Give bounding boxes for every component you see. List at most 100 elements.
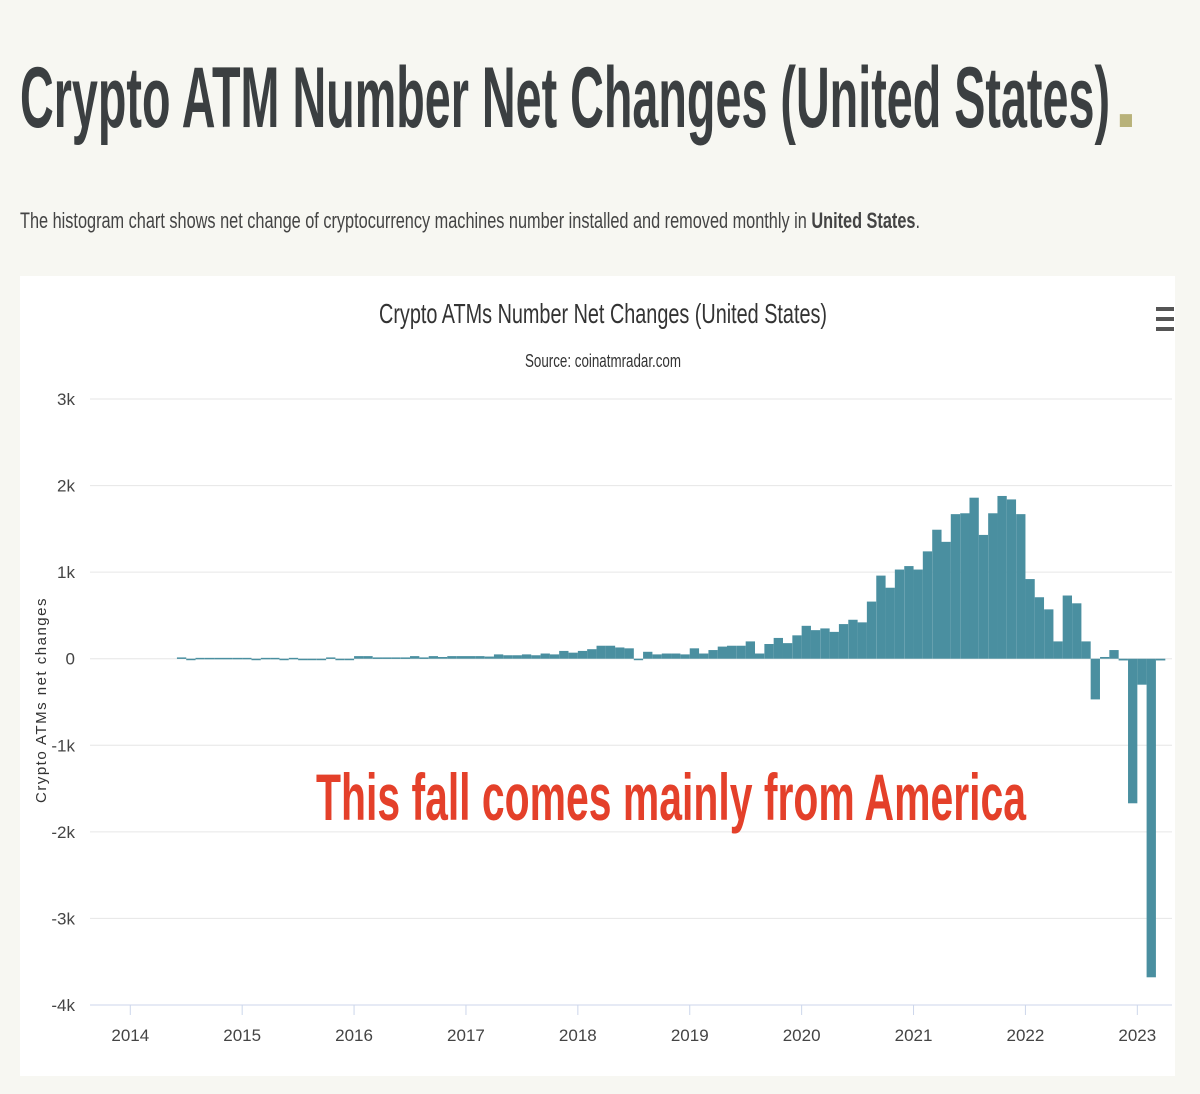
- menu-bar[interactable]: [1156, 317, 1174, 321]
- bar: [876, 575, 886, 659]
- page-subtitle: The histogram chart shows net change of …: [20, 208, 920, 233]
- bar: [941, 541, 951, 659]
- bar: [531, 655, 541, 659]
- bar: [410, 656, 420, 659]
- bar: [699, 653, 709, 659]
- bar: [493, 654, 504, 659]
- chart-card: [20, 276, 1175, 1076]
- bar: [577, 650, 588, 659]
- page-title: Crypto ATM Number Net Changes (United St…: [20, 50, 1110, 146]
- bar: [270, 657, 280, 660]
- y-tick-label: -1k: [51, 736, 75, 755]
- bar: [1081, 641, 1091, 659]
- y-tick-label: 1k: [57, 563, 75, 582]
- bar: [904, 566, 914, 659]
- bar: [1006, 499, 1017, 659]
- bar: [932, 529, 942, 659]
- bar: [587, 649, 597, 659]
- bar: [829, 631, 839, 659]
- bar: [242, 657, 252, 660]
- x-tick-label: 2015: [223, 1026, 261, 1045]
- bar: [885, 587, 895, 659]
- menu-button[interactable]: [1156, 307, 1174, 331]
- bar: [866, 601, 877, 659]
- bar: [316, 658, 327, 661]
- bar: [671, 653, 681, 659]
- bar: [988, 513, 998, 659]
- bar: [615, 647, 625, 659]
- bar: [568, 652, 578, 659]
- bar: [475, 656, 485, 659]
- x-tick-label: 2014: [111, 1026, 149, 1045]
- bar: [428, 656, 439, 659]
- bar: [1034, 597, 1045, 659]
- bar: [754, 653, 765, 659]
- y-tick-label: 0: [66, 650, 75, 669]
- bar: [465, 656, 476, 659]
- bar: [764, 643, 774, 659]
- bar: [727, 645, 737, 659]
- plot: -4k -3k -2k -1k 0 1k 2k 3k 2014 2015 2016 2017 2018 2…: [51, 390, 1172, 1045]
- bar: [456, 656, 466, 659]
- y-tick-label: -3k: [51, 909, 75, 928]
- bar: [624, 648, 634, 659]
- bar: [689, 648, 700, 659]
- annotation: This fall comes mainly from America: [316, 760, 1027, 834]
- menu-bar[interactable]: [1156, 327, 1174, 331]
- y-tick-label: 2k: [57, 477, 75, 496]
- bar: [521, 654, 532, 659]
- bar: [801, 625, 811, 659]
- x-tick-label: 2017: [447, 1026, 485, 1045]
- y-tick-label: -2k: [51, 823, 75, 842]
- bar: [605, 645, 616, 659]
- bar: [1062, 595, 1073, 659]
- bar: [503, 655, 513, 659]
- bar: [540, 653, 550, 659]
- bar: [1128, 658, 1138, 804]
- bar: [1100, 656, 1110, 659]
- x-tick-label: 2020: [783, 1026, 821, 1045]
- y-tick-label: 3k: [57, 390, 75, 409]
- bar: [969, 497, 979, 659]
- bar: [950, 514, 961, 659]
- bar: [326, 657, 336, 659]
- bar: [717, 646, 728, 659]
- bar: [652, 654, 662, 659]
- bar: [279, 658, 289, 661]
- bar: [400, 657, 411, 659]
- bar: [1090, 658, 1100, 700]
- bar: [708, 650, 718, 659]
- bar: [773, 637, 783, 659]
- bar: [382, 657, 392, 659]
- bar: [1146, 658, 1156, 978]
- bar: [1118, 658, 1128, 661]
- chart-subtitle: Source: coinatmradar.com: [525, 351, 681, 371]
- bar: [857, 622, 867, 659]
- bar: [307, 658, 317, 661]
- bar: [251, 658, 261, 661]
- bar: [512, 655, 522, 659]
- bar: [1016, 514, 1026, 659]
- bar: [1072, 603, 1082, 659]
- x-tick-label: 2021: [895, 1026, 933, 1045]
- x-tick-label: 2022: [1007, 1026, 1045, 1045]
- bar: [596, 645, 606, 659]
- bar: [419, 657, 429, 659]
- bar: [736, 645, 746, 659]
- bar: [643, 651, 653, 659]
- bar: [633, 658, 644, 661]
- bar: [1053, 641, 1063, 659]
- subtitle-end: .: [915, 208, 920, 233]
- bar: [978, 534, 989, 659]
- bar: [186, 658, 196, 661]
- bar: [391, 657, 401, 659]
- x-tick-label: 2019: [671, 1026, 709, 1045]
- x-tick-label: 2023: [1118, 1026, 1156, 1045]
- menu-bar[interactable]: [1156, 307, 1174, 311]
- bar: [298, 658, 308, 661]
- bar: [1025, 579, 1035, 659]
- bar: [848, 619, 858, 659]
- bar: [782, 643, 793, 659]
